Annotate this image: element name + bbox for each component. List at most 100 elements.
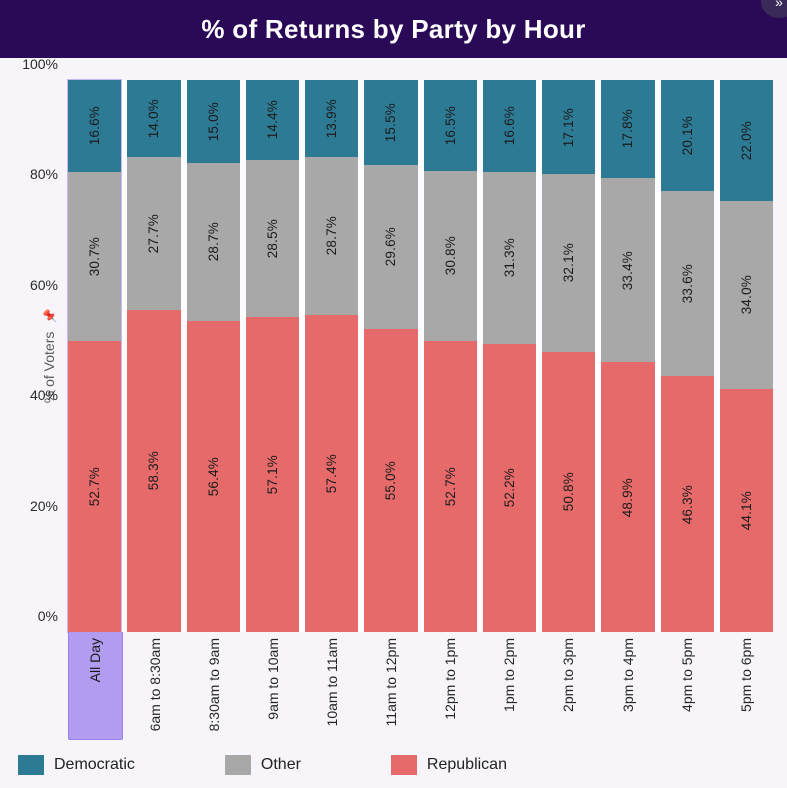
- bar-segment-republican[interactable]: 52.7%: [68, 341, 121, 632]
- chart-title-bar: % of Returns by Party by Hour: [0, 0, 787, 58]
- bar-column[interactable]: 57.1% 28.5% 14.4%: [246, 80, 299, 632]
- bar-segment-democratic[interactable]: 17.1%: [542, 80, 595, 174]
- legend-swatch: [18, 755, 44, 775]
- y-tick-label: 20%: [30, 498, 58, 514]
- bar-segment-republican[interactable]: 56.4%: [187, 321, 240, 632]
- bar-segment-other[interactable]: 30.7%: [68, 172, 121, 341]
- bar-value-label: 15.5%: [383, 103, 398, 142]
- bar-value-label: 16.6%: [502, 106, 517, 145]
- legend-label: Democratic: [54, 756, 135, 774]
- x-category-label: 11am to 12pm: [365, 632, 418, 740]
- bar-segment-other[interactable]: 31.3%: [483, 172, 536, 345]
- bar-value-label: 33.4%: [620, 251, 635, 290]
- legend-item-democratic[interactable]: Democratic: [18, 755, 135, 775]
- chart-title: % of Returns by Party by Hour: [201, 14, 585, 45]
- bar-segment-republican[interactable]: 57.1%: [246, 317, 299, 632]
- bar-column[interactable]: 55.0% 29.6% 15.5%: [364, 80, 417, 632]
- bar-value-label: 17.8%: [620, 109, 635, 148]
- bar-value-label: 28.7%: [324, 216, 339, 255]
- bar-value-label: 55.0%: [383, 461, 398, 500]
- bar-segment-democratic[interactable]: 17.8%: [601, 80, 654, 178]
- bar-segment-other[interactable]: 27.7%: [127, 157, 180, 310]
- bar-column[interactable]: 52.7%30.7%16.6%: [68, 80, 121, 632]
- y-tick-label: 40%: [30, 387, 58, 403]
- x-category-label: 3pm to 4pm: [602, 632, 655, 740]
- legend-item-republican[interactable]: Republican: [391, 755, 507, 775]
- chart-area: % of Voters 📌 0%20%40%60%80%100% 52.7%30…: [0, 62, 787, 740]
- bar-segment-republican[interactable]: 48.9%: [601, 362, 654, 632]
- bar-segment-other[interactable]: 28.5%: [246, 160, 299, 317]
- bar-segment-other[interactable]: 33.6%: [661, 191, 714, 376]
- bar-segment-democratic[interactable]: 13.9%: [305, 80, 358, 157]
- x-category-label: 4pm to 5pm: [661, 632, 714, 740]
- legend-item-other[interactable]: Other: [225, 755, 301, 775]
- y-tick-label: 80%: [30, 166, 58, 182]
- plot-area: 52.7%30.7%16.6%58.3%27.7%14.0%56.4%28.7%…: [68, 80, 773, 632]
- bar-segment-republican[interactable]: 46.3%: [661, 376, 714, 632]
- bar-segment-democratic[interactable]: 22.0%: [720, 80, 773, 201]
- bar-column[interactable]: 56.4%28.7%15.0%: [187, 80, 240, 632]
- bar-value-label: 20.1%: [680, 116, 695, 155]
- bar-column[interactable]: 48.9% 33.4% 17.8%: [601, 80, 654, 632]
- bar-segment-other[interactable]: 32.1%: [542, 174, 595, 351]
- bar-segment-republican[interactable]: 52.7%: [424, 341, 477, 632]
- bar-segment-democratic[interactable]: 15.5%: [364, 80, 417, 165]
- bar-column[interactable]: 44.1% 34.0% 22.0%: [720, 80, 773, 632]
- bar-value-label: 14.4%: [265, 100, 280, 139]
- bar-value-label: 50.8%: [561, 472, 576, 511]
- chart-container: % of Returns by Party by Hour » % of Vot…: [0, 0, 787, 788]
- bar-segment-democratic[interactable]: 20.1%: [661, 80, 714, 191]
- x-label-text: 11am to 12pm: [384, 638, 399, 726]
- bar-value-label: 22.0%: [739, 121, 754, 160]
- bar-column[interactable]: 52.2% 31.3% 16.6%: [483, 80, 536, 632]
- bar-segment-other[interactable]: 28.7%: [305, 157, 358, 315]
- bar-value-label: 44.1%: [739, 491, 754, 530]
- bar-segment-republican[interactable]: 44.1%: [720, 389, 773, 632]
- bar-value-label: 33.6%: [680, 264, 695, 303]
- x-label-text: 3pm to 4pm: [621, 638, 636, 712]
- bar-segment-other[interactable]: 30.8%: [424, 171, 477, 341]
- bar-segment-republican[interactable]: 50.8%: [542, 352, 595, 632]
- pin-icon[interactable]: 📌: [43, 309, 57, 324]
- bar-value-label: 58.3%: [146, 451, 161, 490]
- bar-value-label: 29.6%: [383, 227, 398, 266]
- bar-value-label: 31.3%: [502, 238, 517, 277]
- x-category-label: 10am to 11am: [306, 632, 359, 740]
- x-label-text: 1pm to 2pm: [502, 638, 517, 712]
- bar-segment-other[interactable]: 29.6%: [364, 165, 417, 328]
- legend-swatch: [391, 755, 417, 775]
- bar-segment-other[interactable]: 28.7%: [187, 163, 240, 321]
- bar-segment-republican[interactable]: 57.4%: [305, 315, 358, 632]
- x-category-label: 12pm to 1pm: [424, 632, 477, 740]
- bar-segment-democratic[interactable]: 14.0%: [127, 80, 180, 157]
- legend-label: Other: [261, 756, 301, 774]
- bar-segment-democratic[interactable]: 16.6%: [68, 80, 121, 172]
- bar-column[interactable]: 50.8% 32.1% 17.1%: [542, 80, 595, 632]
- bar-value-label: 28.5%: [265, 219, 280, 258]
- bar-column[interactable]: 58.3% 27.7% 14.0%: [127, 80, 180, 632]
- bar-segment-other[interactable]: 33.4%: [601, 178, 654, 362]
- bar-column[interactable]: 52.7% 30.8% 16.5%: [424, 80, 477, 632]
- x-category-label[interactable]: All Day: [68, 632, 123, 740]
- bar-value-label: 14.0%: [146, 99, 161, 138]
- bar-value-label: 17.1%: [561, 108, 576, 147]
- x-label-text: 10am to 11am: [325, 638, 340, 726]
- bar-segment-other[interactable]: 34.0%: [720, 201, 773, 388]
- bar-segment-republican[interactable]: 55.0%: [364, 329, 417, 632]
- bar-column[interactable]: 57.4% 28.7% 13.9%: [305, 80, 358, 632]
- x-label-text: 4pm to 5pm: [680, 638, 695, 712]
- bar-segment-democratic[interactable]: 15.0%: [187, 80, 240, 163]
- bar-segment-republican[interactable]: 58.3%: [127, 310, 180, 632]
- x-label-text: All Day: [88, 638, 103, 682]
- bar-column[interactable]: 46.3% 33.6% 20.1%: [661, 80, 714, 632]
- bar-value-label: 30.8%: [443, 236, 458, 275]
- y-tick-label: 0%: [38, 608, 58, 624]
- bar-segment-democratic[interactable]: 14.4%: [246, 80, 299, 159]
- x-category-label: 8:30am to 9am: [188, 632, 241, 740]
- bar-segment-democratic[interactable]: 16.5%: [424, 80, 477, 171]
- bar-segment-republican[interactable]: 52.2%: [483, 344, 536, 632]
- bar-value-label: 57.4%: [324, 454, 339, 493]
- legend-swatch: [225, 755, 251, 775]
- bar-segment-democratic[interactable]: 16.6%: [483, 80, 536, 172]
- legend-label: Republican: [427, 756, 507, 774]
